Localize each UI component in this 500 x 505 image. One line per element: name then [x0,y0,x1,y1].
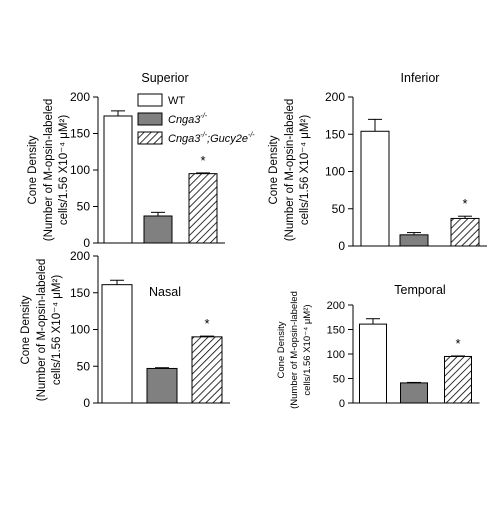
significance-marker: * [455,336,460,351]
y-axis-label-line: (Number of M-opsin-labeled [289,291,300,409]
y-axis-label-line: cells/1.56 X10⁻⁴ μM²) [302,304,313,395]
y-axis-label-line: cells/1.56 X10⁻⁴ μM²) [51,275,63,385]
y-tick-label: 100 [327,349,345,361]
y-axis-label-line: Cone Density [276,321,287,378]
panel-superior: Superior Cone Density (Number of M-opsin-l… [27,71,255,250]
y-tick-label: 100 [70,163,90,177]
legend-label: Cnga3-/- [168,113,208,126]
y-tick-label: 50 [332,202,346,216]
y-axis-label-line: Cone Density [20,295,32,364]
legend-swatch [137,93,163,107]
y-tick-label: 200 [325,90,345,104]
bar-double-ko [191,336,223,404]
significance-marker: * [204,316,209,331]
bar-wt [101,284,133,404]
y-tick-label: 150 [70,286,90,300]
y-tick-label: 0 [339,398,345,410]
y-tick-label: 100 [70,323,90,337]
panel-title: Temporal [394,283,445,297]
y-tick-label: 0 [338,239,345,253]
y-tick-label: 100 [325,165,345,179]
legend-label: Cnga3-/-;Gucy2e-/- [168,132,255,145]
bar-wt [359,323,387,404]
y-axis-label-line: (Number of M-opsin-labeled [43,99,55,242]
legend-swatch [137,131,163,145]
y-axis-label-line: (Number of M-opsin-labeled [284,99,296,242]
y-tick-label: 0 [83,236,90,250]
y-tick-label: 200 [70,249,90,263]
y-tick-label: 50 [77,359,91,373]
y-tick-label: 200 [327,300,345,312]
bar-cnga3 [143,215,173,244]
y-axis-label-line: Cone Density [27,135,39,204]
legend: WT Cnga3-/- Cnga3-/-;Gucy2e-/- [137,93,255,145]
bar-double-ko [188,173,218,244]
legend-label: WT [168,95,185,107]
bar-cnga3 [399,234,429,247]
significance-marker: * [462,196,467,211]
panel-nasal: Nasal Cone Density (Number of M-opsin-labe… [20,249,230,410]
bar-double-ko [444,355,472,404]
significance-marker: * [200,153,205,168]
y-tick-label: 200 [70,90,90,104]
panel-inferior: Inferior Cone Density (Number of M-opsin-l… [268,71,487,253]
y-axis-label-line: cells/1.56 X10⁻⁴ μM²) [58,115,70,225]
bar-wt [360,130,390,247]
panel-title: Superior [141,71,188,85]
panel-title: Inferior [401,71,440,85]
legend-swatch [137,112,163,126]
y-axis-label-line: cells/1.56 X10⁻⁴ μM²) [299,115,311,225]
y-tick-label: 150 [327,325,345,337]
y-tick-label: 0 [83,396,90,410]
panel-title: Nasal [149,285,181,299]
bar-double-ko [450,217,480,247]
y-tick-label: 150 [70,127,90,141]
y-tick-label: 150 [325,127,345,141]
bar-wt [103,115,133,244]
y-axis-label-line: (Number of M-opsin-labeled [36,259,48,402]
panel-temporal: Temporal Cone Density (Number of M-opsin-l… [276,283,480,410]
bar-cnga3 [146,367,178,404]
y-tick-label: 50 [333,374,345,386]
y-axis-label-line: Cone Density [268,135,280,204]
y-tick-label: 50 [77,200,91,214]
bar-cnga3 [400,382,428,404]
